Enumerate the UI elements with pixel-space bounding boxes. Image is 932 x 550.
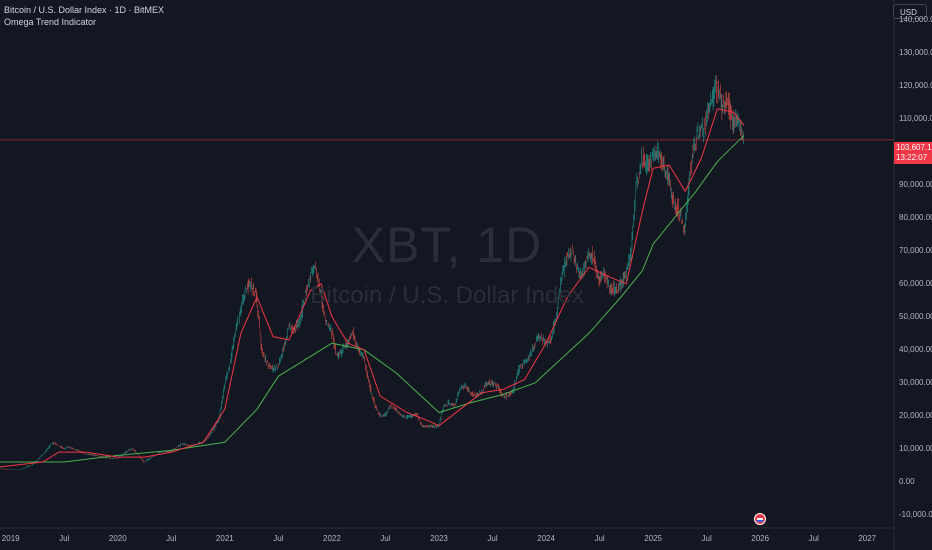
indicator-title[interactable]: Omega Trend Indicator [4,17,97,27]
price-axis-tick: 140,000.00 [899,14,932,24]
currency-button[interactable]: USD [893,4,927,19]
price-axis-tick: 30,000.00 [899,377,932,387]
time-axis-tick: Jul [273,534,284,543]
time-axis-tick: Jul [594,534,605,543]
price-axis-tick: 50,000.00 [899,311,932,321]
time-axis-tick: Jul [701,534,712,543]
price-axis-tick: 10,000.00 [899,443,932,453]
time-axis-tick: 2022 [322,534,341,543]
price-axis-tick: 120,000.00 [899,80,932,90]
slow-trend-line [0,134,745,463]
time-axis-tick: 2027 [858,534,877,543]
time-axis-tick: Jul [380,534,391,543]
price-axis-tick: 90,000.00 [899,179,932,189]
time-axis-tick: 2021 [215,534,234,543]
last-price-value: 103,607.19 [896,143,932,152]
time-axis-tick: Jul [808,534,819,543]
price-axis-tick: 130,000.00 [899,47,932,57]
bar-countdown: 13:22:07 [896,153,928,162]
us-flag-icon[interactable] [754,513,766,525]
symbol-title[interactable]: Bitcoin / U.S. Dollar Index · 1D · BitME… [4,5,165,15]
time-axis-tick: Jul [59,534,70,543]
time-axis-tick: 2024 [537,534,555,543]
time-axis-tick: 2025 [644,534,662,543]
chart-legend[interactable]: Bitcoin / U.S. Dollar Index · 1D · BitME… [4,4,164,28]
price-axis-tick: -10,000.00 [899,509,932,519]
fast-trend-line [0,108,745,468]
price-axis-tick: 60,000.00 [899,278,932,288]
time-axis-tick: 2020 [108,534,127,543]
price-axis-tick: 70,000.00 [899,245,932,255]
time-axis-tick: Jul [166,534,177,543]
last-price-tag: 103,607.19 13:22:07 [894,142,932,164]
time-axis-tick: 2023 [430,534,448,543]
time-axis-tick: Jul [487,534,498,543]
price-axis-tick: 40,000.00 [899,344,932,354]
price-axis-tick: 110,000.00 [899,113,932,123]
price-axis-tick: 80,000.00 [899,212,932,222]
trend-lines [0,108,745,468]
price-candles [0,75,744,471]
time-axis-tick: 2026 [751,534,770,543]
price-axis-tick: 20,000.00 [899,410,932,420]
time-axis-tick: 2019 [1,534,20,543]
price-axis-tick: 0.00 [899,476,915,486]
